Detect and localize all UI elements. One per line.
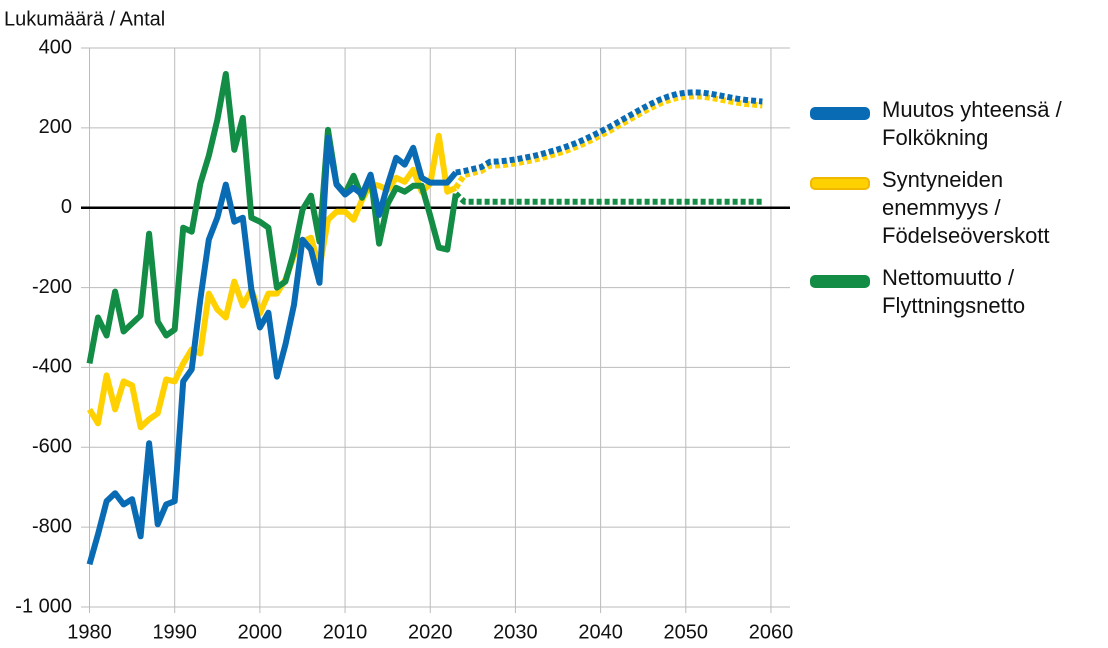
x-tick-label: 2020 [408,621,453,643]
y-tick-label: -200 [32,276,72,298]
y-tick-label: 400 [39,36,72,58]
legend-item: Muutos yhteensä / Folkökning [810,96,1100,152]
legend-label: Muutos yhteensä / Folkökning [882,97,1062,150]
chart-title: Lukumäärä / Antal [4,8,165,30]
x-tick-label: 2040 [578,621,623,643]
legend-label: Syntyneiden enemmyys / Födelseöverskott [882,167,1050,248]
x-tick-label: 2050 [664,621,709,643]
legend-item: Syntyneiden enemmyys / Födelseöverskott [810,166,1100,250]
x-tick-label: 2010 [323,621,368,643]
y-tick-label: 200 [39,116,72,138]
legend-swatch [810,275,870,288]
y-tick-label: -400 [32,356,72,378]
projection-line [453,93,763,190]
x-tick-label: 1990 [152,621,197,643]
series-line [86,132,458,431]
x-tick-label: 2030 [493,621,538,643]
series-line [86,134,459,566]
legend-swatch [810,107,870,120]
series-line [86,71,459,364]
legend-swatch [810,177,870,190]
x-tick-label: 1980 [67,621,112,643]
legend-label: Nettomuutto / Flyttningsnetto [882,265,1026,318]
x-tick-label: 2060 [749,621,794,643]
x-tick-label: 2000 [238,621,283,643]
y-tick-label: -800 [32,515,72,537]
legend-item: Nettomuutto / Flyttningsnetto [810,264,1100,320]
y-tick-label: -1 000 [15,595,72,617]
projection-line [453,191,763,205]
projection-line [455,89,763,176]
legend: Muutos yhteensä / Folkökning Syntyneiden … [810,96,1100,334]
y-tick-label: 0 [61,196,72,218]
y-tick-label: -600 [32,436,72,458]
